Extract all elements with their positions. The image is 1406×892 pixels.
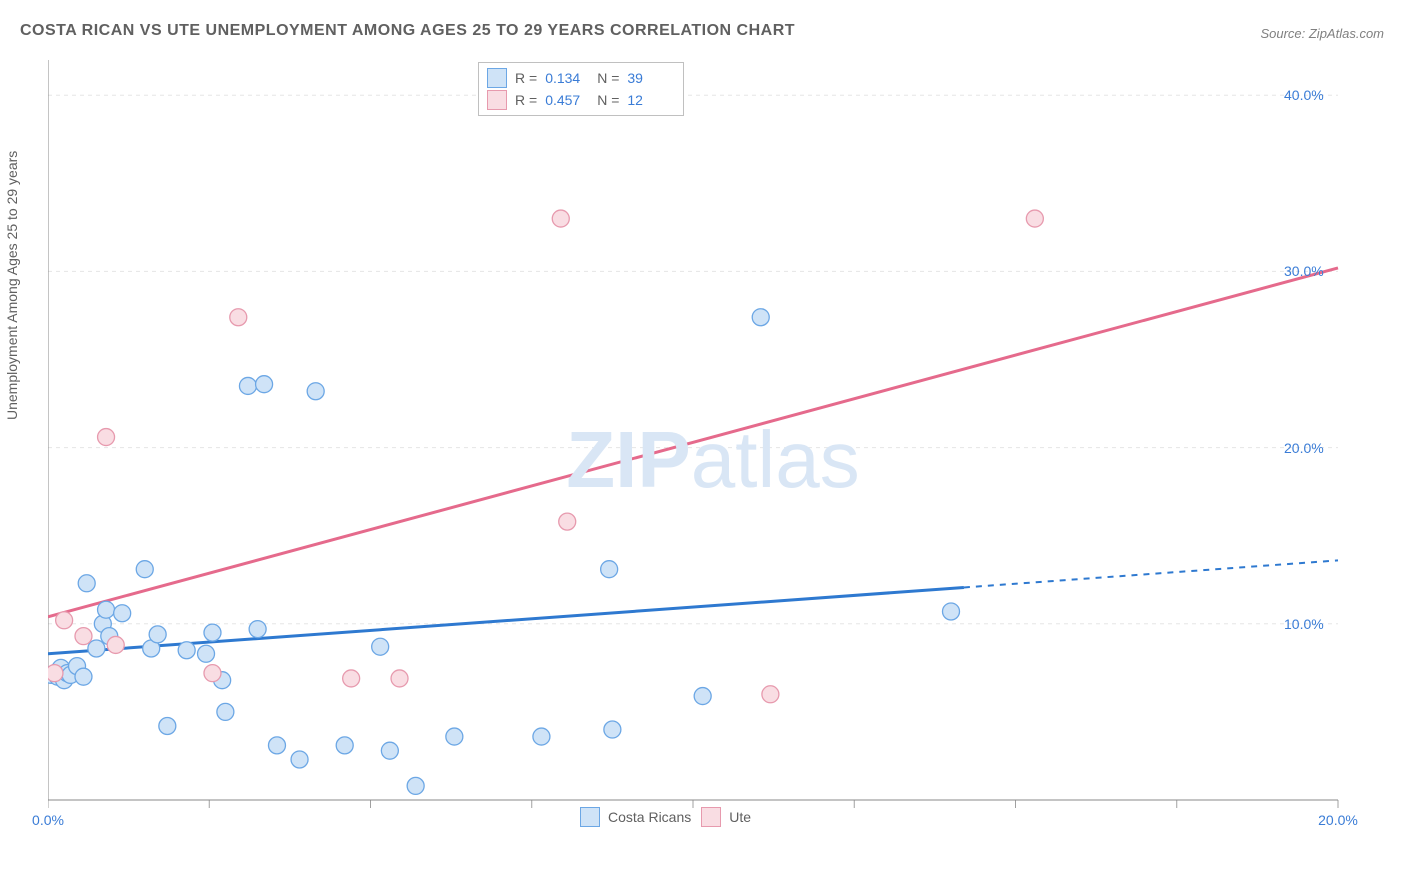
ute-point xyxy=(1026,210,1043,227)
costa_ricans-point xyxy=(336,737,353,754)
costa_ricans-point xyxy=(533,728,550,745)
costa_ricans-point xyxy=(78,575,95,592)
series-legend-item: Costa Ricans xyxy=(580,807,691,827)
y-tick-label: 40.0% xyxy=(1284,87,1324,103)
costa_ricans-point xyxy=(943,603,960,620)
costa_ricans-point xyxy=(407,777,424,794)
costa_ricans-point xyxy=(75,668,92,685)
costa_ricans-point xyxy=(268,737,285,754)
costa_ricans-point xyxy=(114,605,131,622)
costa_ricans-point xyxy=(256,376,273,393)
ute-point xyxy=(230,309,247,326)
costa_ricans-point xyxy=(217,703,234,720)
legend-swatch xyxy=(487,68,507,88)
costa_ricans-point xyxy=(291,751,308,768)
chart-area: ZIPatlas R =0.134N =39R =0.457N =12 Cost… xyxy=(48,60,1378,830)
ute-point xyxy=(762,686,779,703)
y-tick-label: 20.0% xyxy=(1284,440,1324,456)
costa_ricans-point xyxy=(752,309,769,326)
ute-point xyxy=(552,210,569,227)
costa_ricans-point xyxy=(149,626,166,643)
legend-swatch xyxy=(701,807,721,827)
costa_ricans-point xyxy=(446,728,463,745)
ute-point xyxy=(107,636,124,653)
costa_ricans-point xyxy=(249,621,266,638)
ute-point xyxy=(391,670,408,687)
correlation-legend: R =0.134N =39R =0.457N =12 xyxy=(478,62,684,116)
y-axis-label: Unemployment Among Ages 25 to 29 years xyxy=(4,151,20,420)
correlation-legend-row: R =0.457N =12 xyxy=(487,89,671,111)
costa_ricans-point xyxy=(381,742,398,759)
x-tick-label: 20.0% xyxy=(1318,812,1358,828)
costa_ricans-point xyxy=(307,383,324,400)
costa_ricans-point xyxy=(604,721,621,738)
costa_ricans-point xyxy=(204,624,221,641)
costa_ricans-point xyxy=(98,601,115,618)
series-legend-item: Ute xyxy=(701,807,751,827)
ute-point xyxy=(559,513,576,530)
legend-swatch xyxy=(487,90,507,110)
costa_ricans-point xyxy=(239,377,256,394)
y-tick-label: 30.0% xyxy=(1284,263,1324,279)
y-tick-label: 10.0% xyxy=(1284,616,1324,632)
costa_ricans-point xyxy=(159,718,176,735)
correlation-legend-row: R =0.134N =39 xyxy=(487,67,671,89)
ute-point xyxy=(75,628,92,645)
costa_ricans-point xyxy=(88,640,105,657)
ute-point xyxy=(48,665,63,682)
costa_ricans-point xyxy=(601,561,618,578)
ute-point xyxy=(98,429,115,446)
chart-title: COSTA RICAN VS UTE UNEMPLOYMENT AMONG AG… xyxy=(20,22,795,40)
costa_ricans-point xyxy=(694,688,711,705)
scatter-chart-svg xyxy=(48,60,1378,830)
ute-point xyxy=(56,612,73,629)
costa_ricans-point xyxy=(198,645,215,662)
legend-swatch xyxy=(580,807,600,827)
costa_ricans-point xyxy=(136,561,153,578)
ute-point xyxy=(343,670,360,687)
x-tick-label: 0.0% xyxy=(32,812,64,828)
source-attribution: Source: ZipAtlas.com xyxy=(1260,26,1384,41)
costa_ricans-point xyxy=(372,638,389,655)
ute-point xyxy=(204,665,221,682)
series-legend-label: Costa Ricans xyxy=(608,809,691,825)
series-legend: Costa Ricans Ute xyxy=(580,807,751,827)
costa_ricans-point xyxy=(178,642,195,659)
series-legend-label: Ute xyxy=(729,809,751,825)
